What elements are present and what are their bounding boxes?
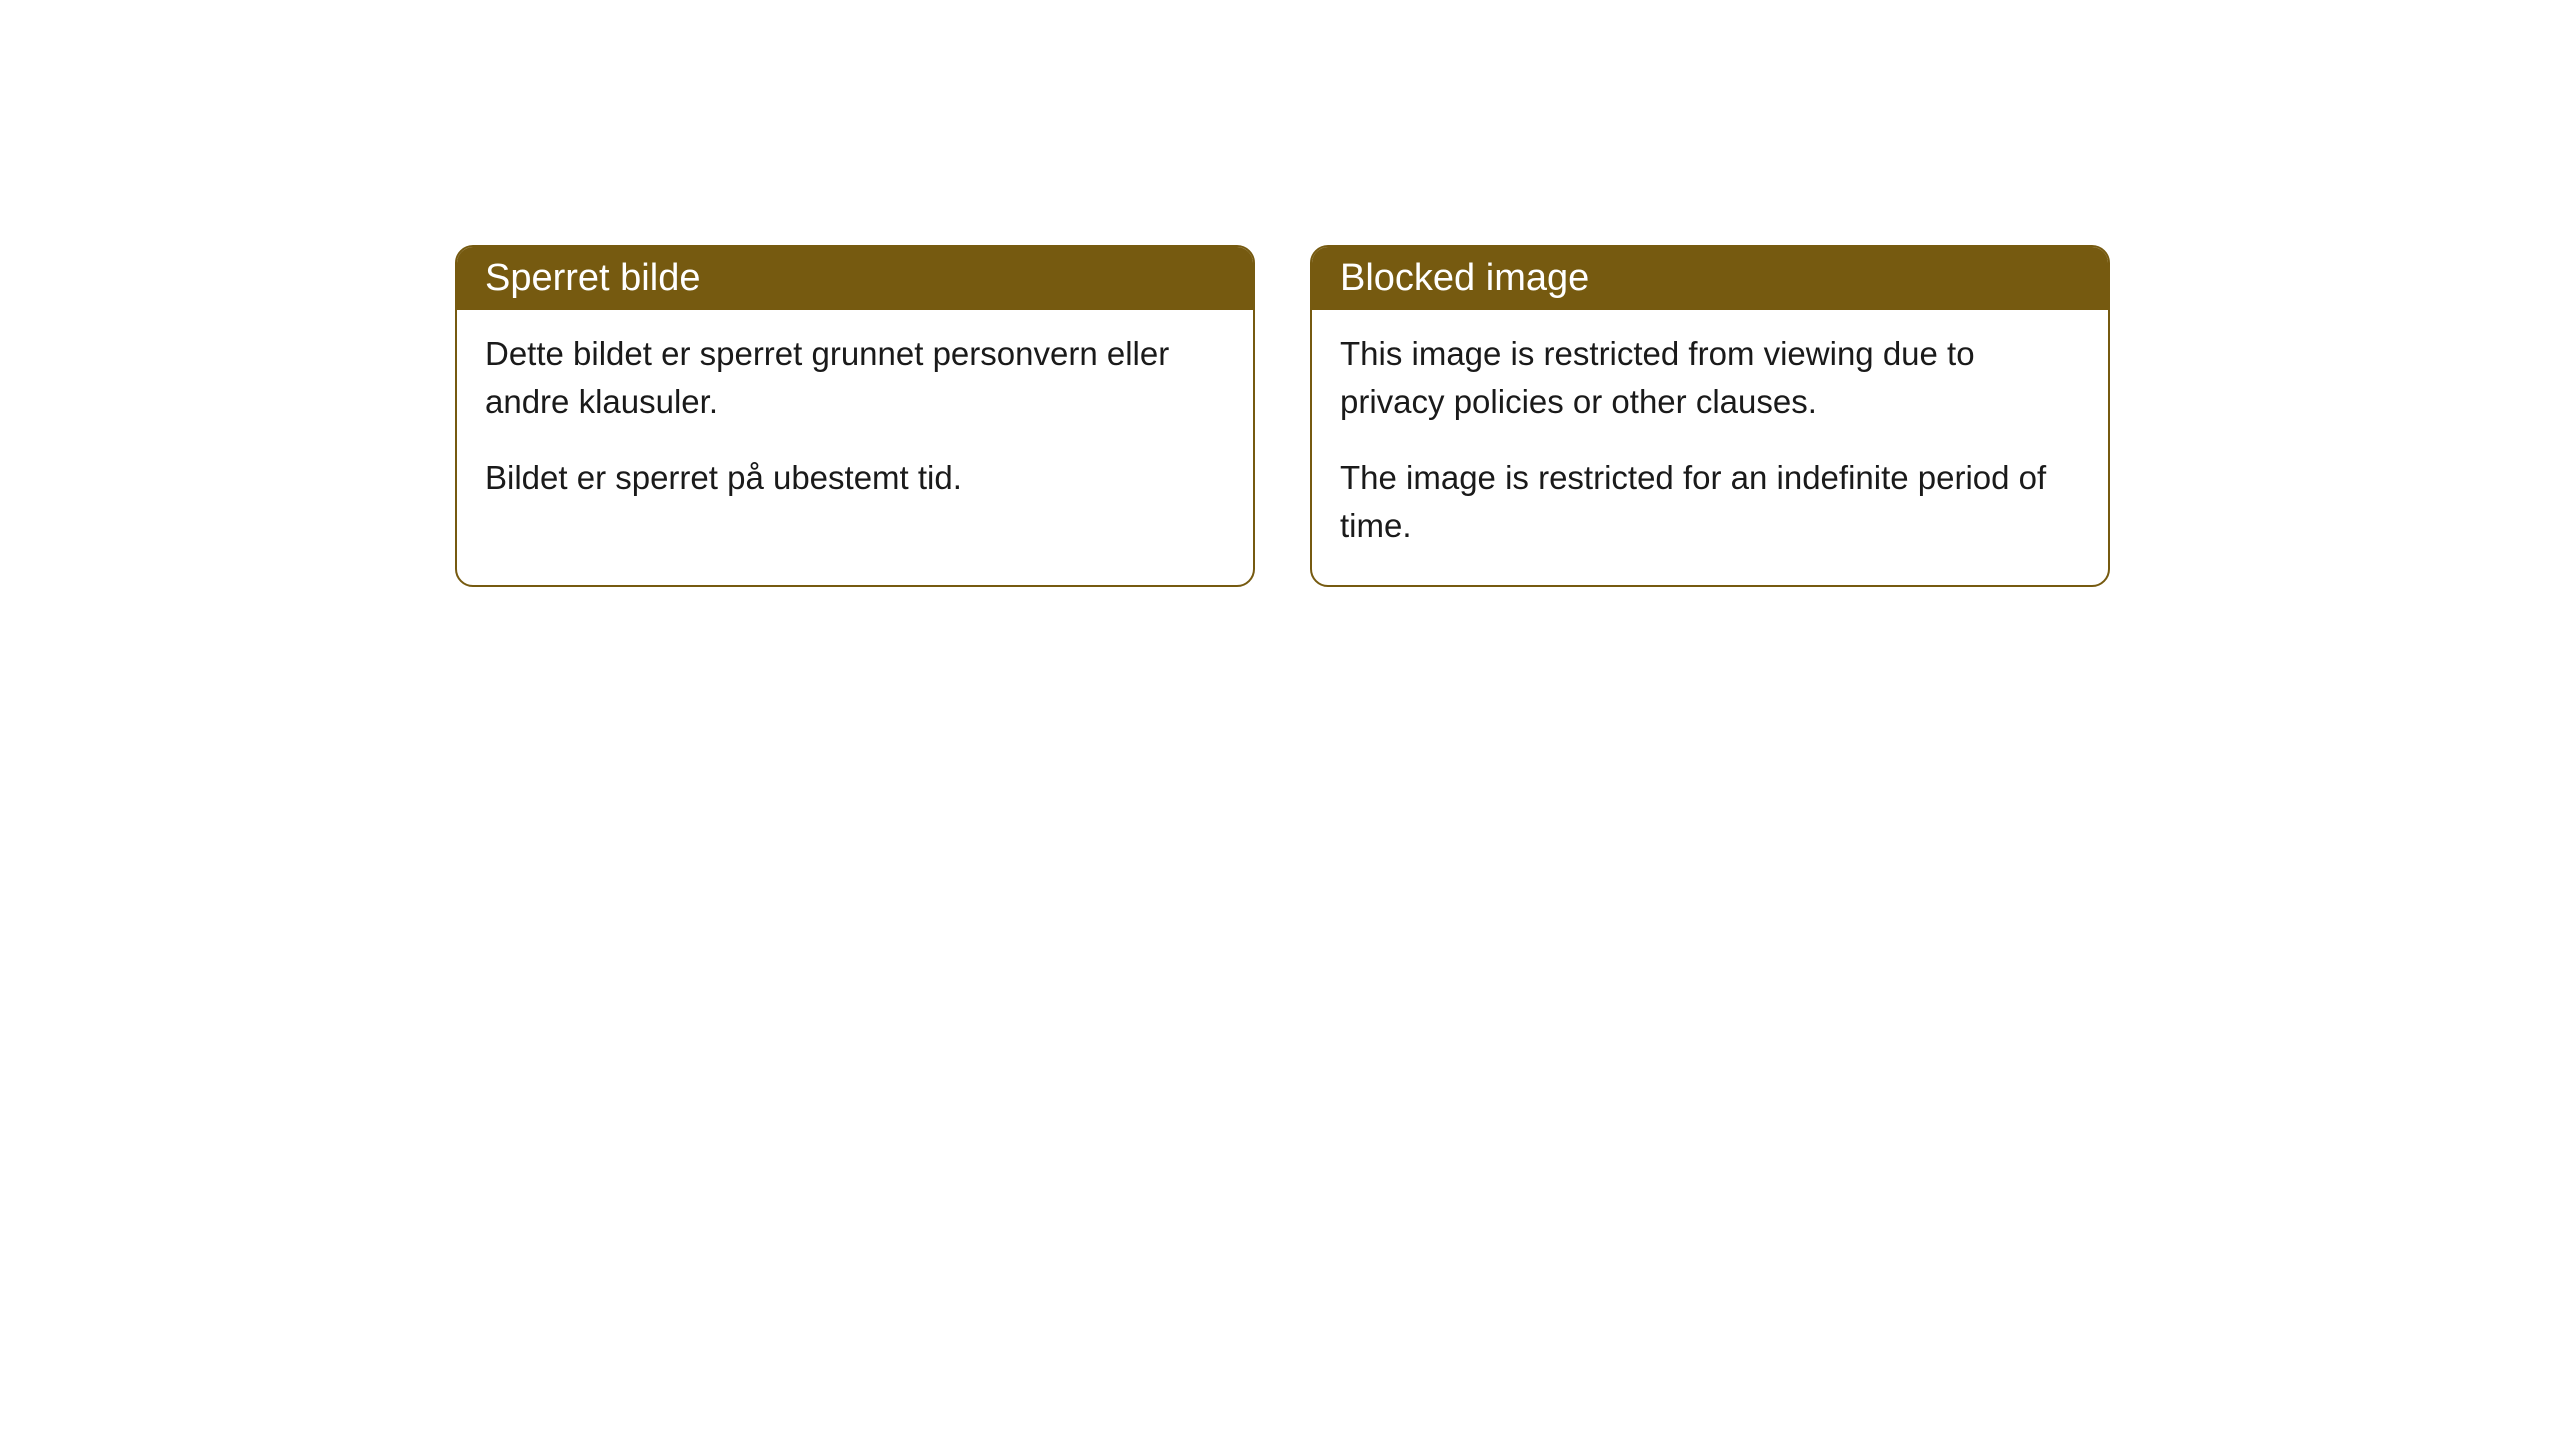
card-paragraph: Bildet er sperret på ubestemt tid. — [485, 454, 1225, 502]
card-body-english: This image is restricted from viewing du… — [1312, 310, 2108, 585]
card-paragraph: This image is restricted from viewing du… — [1340, 330, 2080, 426]
blocked-image-card-english: Blocked image This image is restricted f… — [1310, 245, 2110, 587]
card-title: Blocked image — [1340, 257, 1589, 299]
card-title: Sperret bilde — [485, 257, 700, 299]
card-paragraph: Dette bildet er sperret grunnet personve… — [485, 330, 1225, 426]
notice-cards-container: Sperret bilde Dette bildet er sperret gr… — [455, 245, 2110, 587]
card-paragraph: The image is restricted for an indefinit… — [1340, 454, 2080, 550]
card-body-norwegian: Dette bildet er sperret grunnet personve… — [457, 310, 1253, 538]
card-header-english: Blocked image — [1312, 247, 2108, 310]
card-header-norwegian: Sperret bilde — [457, 247, 1253, 310]
blocked-image-card-norwegian: Sperret bilde Dette bildet er sperret gr… — [455, 245, 1255, 587]
